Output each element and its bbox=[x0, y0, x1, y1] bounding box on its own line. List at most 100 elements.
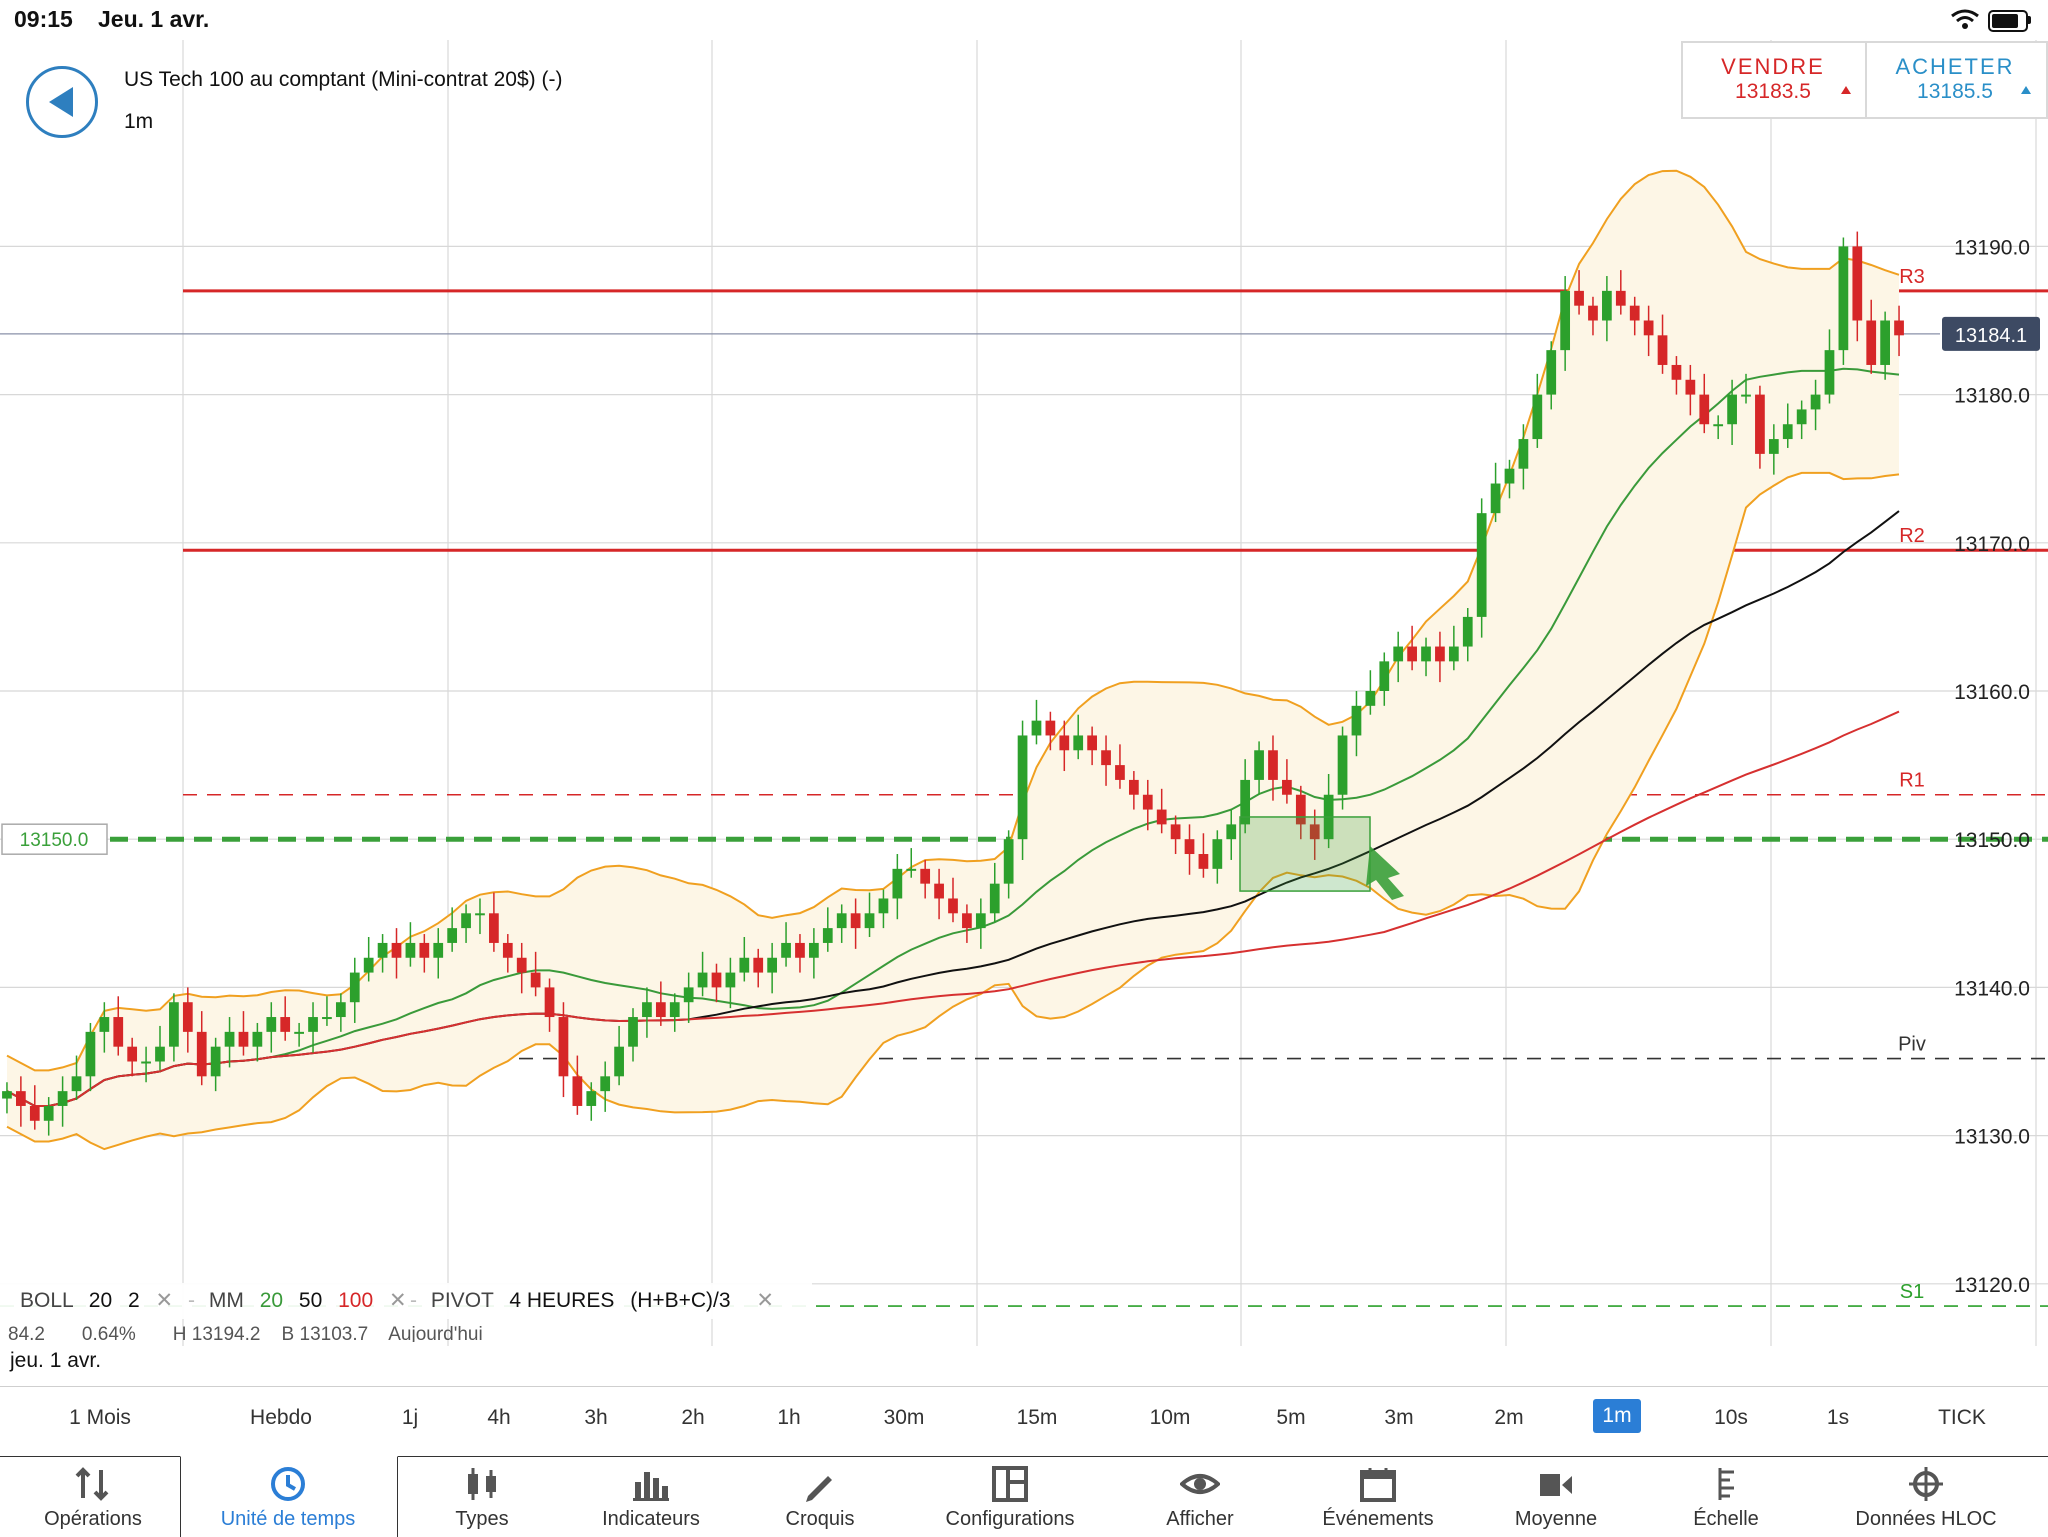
toolbar-crosshair[interactable]: Données HLOC bbox=[1841, 1460, 2011, 1536]
timeframe-5m[interactable]: 5m bbox=[1276, 1406, 1306, 1429]
status-time: 09:15 bbox=[14, 6, 73, 32]
candle-body bbox=[141, 1061, 151, 1064]
candle-body bbox=[683, 987, 694, 1003]
timeframe-30m[interactable]: 30m bbox=[883, 1406, 925, 1429]
toolbar-clock[interactable]: Unité de temps bbox=[203, 1460, 373, 1536]
bollinger-upper bbox=[6, 169, 1900, 1072]
status-date: Jeu. 1 avr. bbox=[98, 6, 210, 32]
candle-body bbox=[725, 972, 736, 988]
pivot-label-piv: Piv bbox=[1898, 1034, 1926, 1056]
candle-body bbox=[572, 1076, 583, 1106]
candle-body bbox=[349, 972, 360, 1003]
candle-body bbox=[1588, 305, 1598, 321]
candle-body bbox=[252, 1031, 263, 1047]
candle-body bbox=[224, 1031, 235, 1047]
toolbar-label: Échelle bbox=[1693, 1508, 1759, 1530]
candle-body bbox=[864, 913, 875, 929]
candle-body bbox=[1838, 246, 1849, 351]
toolbar-layout[interactable]: Configurations bbox=[925, 1460, 1095, 1536]
legend-mm[interactable]: - MM 20 50 100 ✕ bbox=[188, 1289, 407, 1312]
y-tick-label: 13190.0 bbox=[1954, 236, 2030, 259]
toolbar-label: Indicateurs bbox=[602, 1508, 700, 1530]
timeframe-4h[interactable]: 4h bbox=[487, 1406, 511, 1429]
timeframe-15m[interactable]: 15m bbox=[1016, 1406, 1058, 1429]
candle-body bbox=[1184, 839, 1195, 855]
candle-body bbox=[975, 913, 986, 929]
toolbar-pencil[interactable]: Croquis bbox=[735, 1460, 905, 1536]
candle-body bbox=[530, 972, 541, 988]
timeframe-10s[interactable]: 10s bbox=[1714, 1406, 1748, 1429]
candle-body bbox=[1713, 424, 1724, 427]
candle-body bbox=[419, 942, 430, 958]
candle-body bbox=[1796, 409, 1807, 425]
timeframe-2m[interactable]: 2m bbox=[1494, 1406, 1524, 1429]
buy-button[interactable]: ACHETER 13185.5 bbox=[1880, 44, 2031, 116]
legend-mm-close-icon[interactable]: ✕ bbox=[388, 1289, 407, 1312]
sell-button[interactable]: VENDRE 13183.5 bbox=[1698, 44, 1851, 116]
candle-body bbox=[795, 942, 805, 958]
candle-body bbox=[1017, 735, 1028, 840]
legend-boll-close-icon[interactable]: ✕ bbox=[155, 1289, 174, 1312]
timeframe-1m[interactable]: 1m bbox=[1593, 1399, 1641, 1433]
candle-body bbox=[1490, 483, 1501, 514]
legend-pivot-close-icon[interactable]: ✕ bbox=[756, 1289, 775, 1312]
candle-body bbox=[628, 1017, 638, 1047]
candle-body bbox=[878, 898, 889, 914]
legend-mm-100: 100 bbox=[338, 1289, 374, 1312]
toolbar-label: Croquis bbox=[785, 1508, 855, 1530]
y-tick-label: 13140.0 bbox=[1954, 977, 2030, 1000]
alert-label: 13150.0 bbox=[20, 830, 89, 851]
toolbar-scale[interactable]: Échelle bbox=[1641, 1460, 1811, 1536]
candle-body bbox=[1810, 394, 1821, 410]
candle-body bbox=[655, 1002, 666, 1018]
timeframe-tick[interactable]: TICK bbox=[1938, 1406, 1986, 1429]
y-tick-label: 13160.0 bbox=[1954, 681, 2030, 704]
candle-body bbox=[1379, 661, 1390, 691]
current-price-label: 13184.1 bbox=[1955, 325, 2027, 347]
timeframe-10m[interactable]: 10m bbox=[1149, 1406, 1191, 1429]
toolbar-label: Unité de temps bbox=[220, 1508, 356, 1530]
price-chart[interactable]: R3 R2 R1 Piv S1 13184.1 13150.0 13190.0 13180.… bbox=[0, 40, 2048, 1346]
toolbar-calendar[interactable]: Événements bbox=[1293, 1460, 1463, 1536]
current-price-tag bbox=[1942, 316, 2040, 351]
candle-body bbox=[600, 1076, 611, 1092]
toolbar-camera[interactable]: Moyenne bbox=[1471, 1460, 1641, 1536]
ma-20-line bbox=[6, 367, 1900, 1107]
toolbar-eye[interactable]: Afficher bbox=[1115, 1460, 1285, 1536]
toolbar-candles[interactable]: Types bbox=[397, 1460, 567, 1536]
candle-body bbox=[1462, 616, 1473, 647]
timeframe-1j[interactable]: 1j bbox=[401, 1406, 419, 1429]
layout-icon bbox=[992, 1466, 1028, 1502]
legend-boll[interactable]: BOLL 20 2 ✕ bbox=[20, 1288, 173, 1313]
timeframe-3h[interactable]: 3h bbox=[584, 1406, 608, 1429]
back-button[interactable] bbox=[26, 66, 98, 138]
clock-icon bbox=[271, 1467, 305, 1501]
camera-icon bbox=[1540, 1474, 1572, 1496]
sell-label: VENDRE bbox=[1721, 54, 1825, 79]
candle-body bbox=[781, 942, 791, 958]
candles-icon bbox=[468, 1468, 496, 1500]
date-label: jeu. 1 avr. bbox=[10, 1349, 122, 1373]
candle-body bbox=[196, 1031, 207, 1077]
buy-label: ACHETER bbox=[1895, 54, 2015, 79]
timeframe-3m[interactable]: 3m bbox=[1384, 1406, 1414, 1429]
legend-pivot[interactable]: - PIVOT 4 HEURES (H+B+C)/3 ✕ bbox=[410, 1289, 775, 1312]
timeframe-hebdo[interactable]: Hebdo bbox=[250, 1406, 312, 1429]
bollinger-bands bbox=[6, 169, 1900, 1151]
candle-body bbox=[475, 913, 485, 916]
timeframe-1-mois[interactable]: 1 Mois bbox=[69, 1406, 131, 1429]
timeframe-2h[interactable]: 2h bbox=[681, 1406, 705, 1429]
candle-body bbox=[1365, 691, 1376, 706]
candle-body bbox=[85, 1031, 96, 1077]
pivot-label-s1: S1 bbox=[1900, 1281, 1924, 1303]
candle-body bbox=[238, 1031, 249, 1047]
candle-body bbox=[544, 987, 555, 1018]
candle-body bbox=[29, 1105, 40, 1121]
timeframe-1h[interactable]: 1h bbox=[777, 1406, 801, 1429]
y-tick-label: 13120.0 bbox=[1954, 1274, 2030, 1297]
toolbar-arrows[interactable]: Opérations bbox=[8, 1460, 178, 1536]
toolbar-bars[interactable]: Indicateurs bbox=[566, 1460, 736, 1536]
legend-stats: 84.2 0.64% H 13194.2 B 13103.7 Aujourd'h… bbox=[8, 1324, 483, 1342]
bollinger-lower bbox=[6, 471, 1900, 1151]
timeframe-1s[interactable]: 1s bbox=[1826, 1406, 1850, 1429]
